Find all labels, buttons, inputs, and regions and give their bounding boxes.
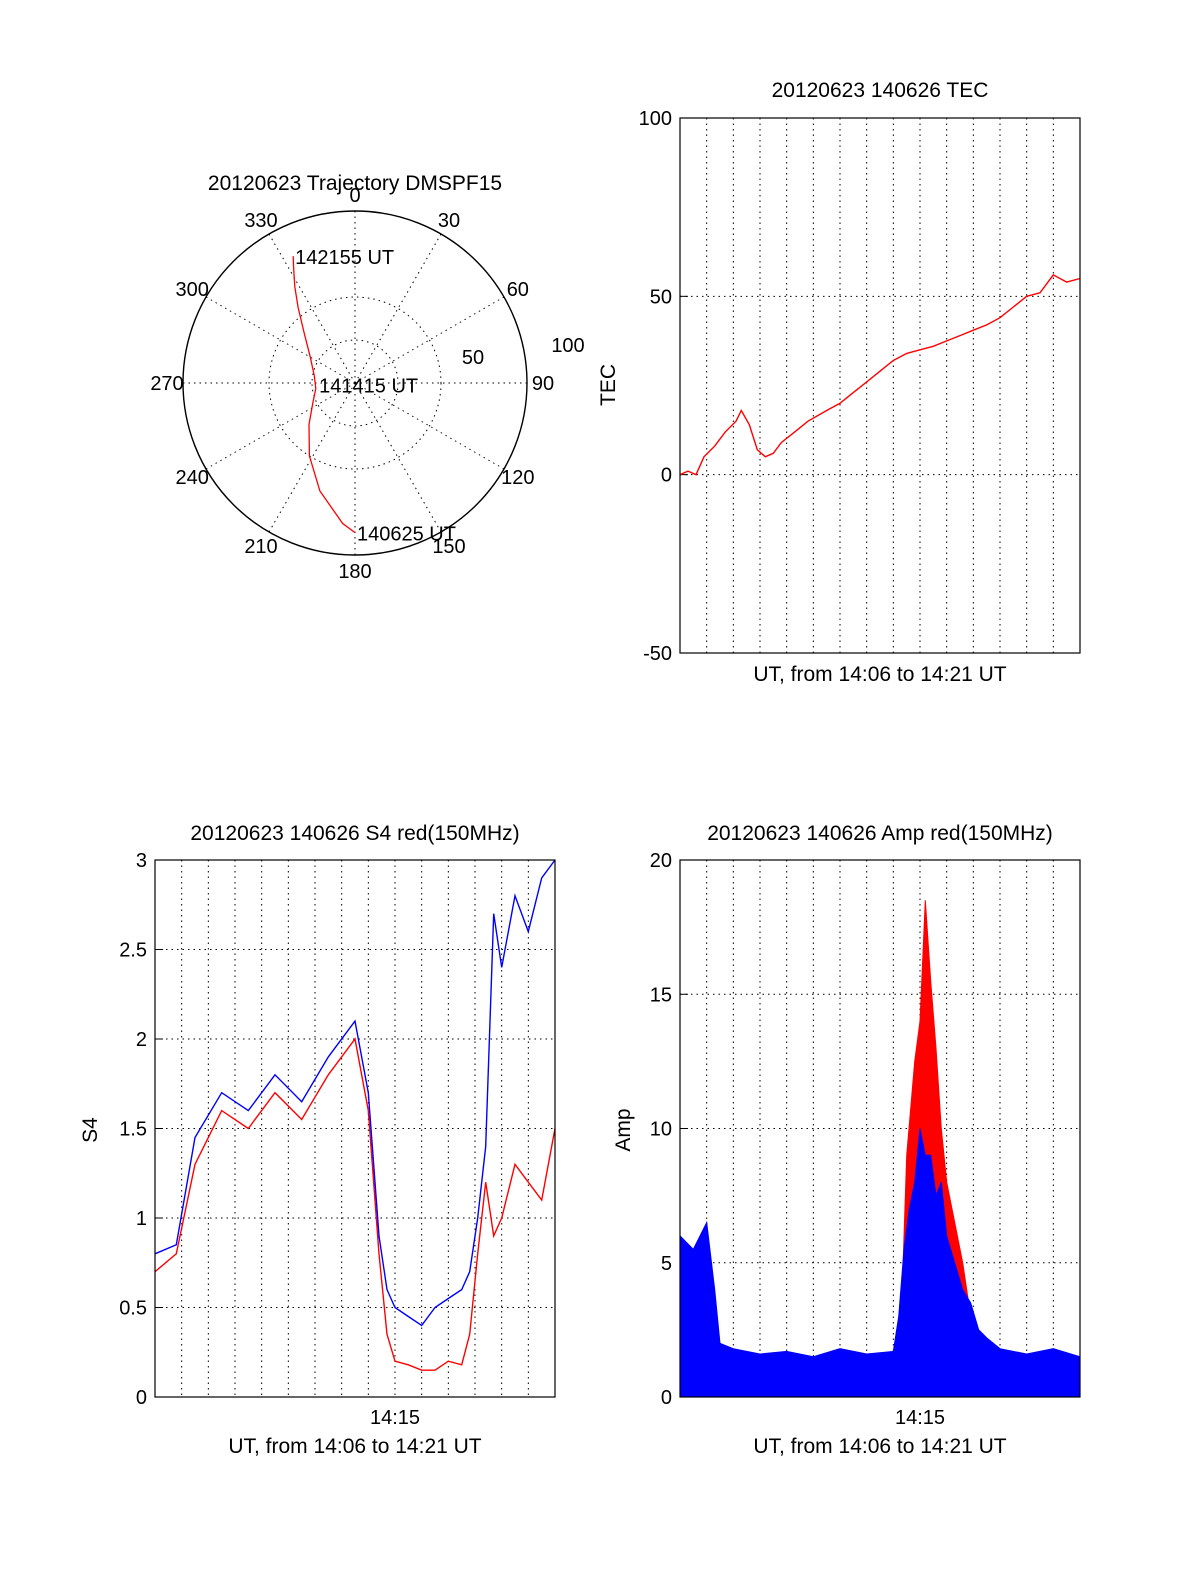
polar-azimuth-tick: 60: [507, 279, 529, 301]
s4-ylabel: S4: [79, 1117, 102, 1143]
series-line-0: [679, 273, 1081, 476]
s4-series: [154, 859, 556, 1371]
amp-ylabel: Amp: [612, 1108, 635, 1151]
polar-radial-ticks: 50 100: [462, 335, 585, 369]
y-tick-label: 1: [136, 1208, 147, 1230]
amp-x-ticks: 14:15: [895, 1407, 945, 1429]
amp-xlabel: UT, from 14:06 to 14:21 UT: [753, 1435, 1006, 1458]
polar-time-annotation: 141415 UT: [319, 375, 418, 397]
polar-azimuth-tick: 330: [244, 210, 277, 232]
polar-azimuth-tick: 240: [175, 467, 208, 489]
x-tick-label: 14:15: [895, 1407, 945, 1429]
polar-grid-circle-50: [268, 296, 442, 470]
polar-azimuth-tick: 300: [175, 279, 208, 301]
polar-spoke: [205, 296, 356, 384]
amp-grid: [680, 859, 1080, 1398]
polar-azimuth-tick: 150: [432, 536, 465, 558]
polar-time-annotation: 140625 UT: [357, 524, 456, 546]
polar-azimuth-tick: 210: [244, 536, 277, 558]
polar-radial-tick: 50: [462, 347, 484, 369]
polar-azimuth-tick: 30: [438, 210, 460, 232]
polar-title: 20120623 Trajectory DMSPF15: [208, 172, 502, 195]
tec-title: 20120623 140626 TEC: [772, 79, 989, 102]
tec-panel: 20120623 140626 TEC -50 0 50 100 TEC UT, fr…: [597, 79, 1081, 686]
tec-grid: [680, 117, 1080, 654]
polar-radial-tick: 100: [551, 335, 584, 357]
polar-spoke: [268, 382, 356, 533]
polar-azimuth-tick: 120: [501, 467, 534, 489]
polar-azimuth-tick: 270: [150, 373, 183, 395]
s4-grid: [155, 859, 555, 1398]
y-tick-label: 0: [136, 1387, 147, 1409]
tec-y-ticks: -50 0 50 100: [639, 108, 672, 665]
y-tick-label: 2.5: [119, 940, 147, 962]
polar-annotations: 142155 UT 141415 UT 140625 UT: [295, 247, 456, 545]
polar-time-annotation: 142155 UT: [295, 247, 394, 269]
polar-azimuth-ticks: 0 30 60 90 120 150 180 210 240 270 300 330: [150, 185, 554, 583]
series-line-1: [154, 859, 556, 1327]
tec-plot-frame: [679, 117, 1081, 654]
polar-azimuth-tick: 90: [532, 373, 554, 395]
tec-series: [679, 273, 1081, 476]
s4-title: 20120623 140626 S4 red(150MHz): [190, 822, 519, 845]
polar-spoke: [354, 296, 505, 384]
amp-series: [679, 900, 1081, 1398]
y-tick-label: 2: [136, 1029, 147, 1051]
polar-grid-circle-inner: [311, 339, 399, 427]
polar-trajectory-series: [292, 256, 356, 534]
amp-title: 20120623 140626 Amp red(150MHz): [707, 822, 1053, 845]
tec-xlabel: UT, from 14:06 to 14:21 UT: [753, 663, 1006, 686]
y-tick-label: 10: [650, 1119, 672, 1141]
s4-x-ticks: 14:15: [370, 1407, 420, 1429]
amp-y-ticks: 0 5 10 15 20: [650, 850, 672, 1409]
y-tick-label: 3: [136, 850, 147, 872]
polar-azimuth-tick: 0: [349, 185, 360, 207]
x-tick-label: 14:15: [370, 1407, 420, 1429]
polar-spoke: [354, 382, 442, 533]
y-tick-label: 20: [650, 850, 672, 872]
y-tick-label: 5: [661, 1253, 672, 1275]
y-tick-label: 0: [661, 465, 672, 487]
y-tick-label: -50: [643, 643, 672, 665]
s4-plot-frame: [154, 859, 556, 1398]
amp-plot-frame: [679, 859, 1081, 1398]
s4-xlabel: UT, from 14:06 to 14:21 UT: [228, 1435, 481, 1458]
amp-panel: 20120623 140626 Amp red(150MHz) 0 5 10 15 20…: [612, 822, 1081, 1458]
polar-spoke: [354, 382, 505, 470]
polar-spoke: [268, 233, 356, 384]
series-line-0: [154, 1037, 556, 1371]
y-tick-label: 50: [650, 286, 672, 308]
s4-y-ticks: 0 0.5 1 1.5 2 2.5 3: [119, 850, 147, 1409]
amp-series-area-1: [679, 1128, 1081, 1398]
y-tick-label: 0.5: [119, 1298, 147, 1320]
y-tick-label: 15: [650, 984, 672, 1006]
polar-grid: [182, 210, 528, 556]
polar-azimuth-tick: 180: [338, 561, 371, 583]
polar-spoke: [354, 233, 442, 384]
tec-ylabel: TEC: [597, 364, 620, 406]
y-tick-label: 100: [639, 108, 672, 130]
s4-panel: 20120623 140626 S4 red(150MHz) 0 0.5 1 1.5 2…: [79, 822, 556, 1458]
y-tick-label: 0: [661, 1387, 672, 1409]
polar-trajectory-panel: 20120623 Trajectory DMSPF15 0 30 60 90 120 15…: [150, 172, 584, 583]
polar-spoke: [205, 382, 356, 470]
y-tick-label: 1.5: [119, 1119, 147, 1141]
polar-trajectory-line: [292, 256, 356, 534]
